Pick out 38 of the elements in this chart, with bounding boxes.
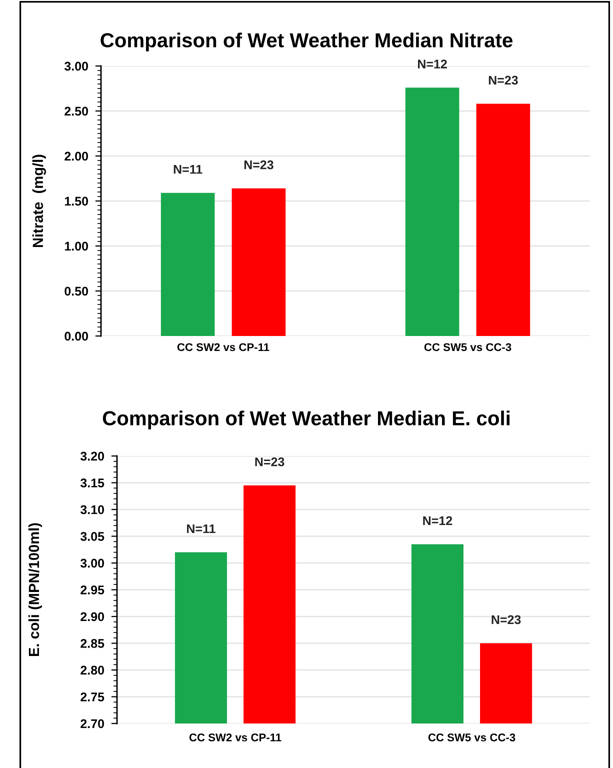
annotation: N=11 xyxy=(187,524,216,534)
bar xyxy=(160,192,215,336)
y-tick-label: 3.10 xyxy=(80,505,104,514)
y-tick-label: 3.00 xyxy=(64,62,88,71)
bar xyxy=(476,104,530,336)
y-tick-label: 3.15 xyxy=(80,478,104,488)
y-axis-title: Nitrate (mg/l) xyxy=(32,154,46,248)
y-tick-label: 2.70 xyxy=(80,719,104,728)
x-tick-label: CC SW5 vs CC-3 xyxy=(428,734,516,742)
annotation: N=23 xyxy=(255,457,284,466)
x-tick-label: CC SW2 vs CP-11 xyxy=(177,343,270,352)
annotation: N=11 xyxy=(174,165,202,174)
y-tick-label: 2.90 xyxy=(80,612,104,622)
y-tick-label: 2.50 xyxy=(64,106,88,116)
chart-title: Comparison of Wet Weather Median Nitrate xyxy=(100,32,512,52)
y-tick-label: 3.00 xyxy=(80,558,104,568)
y-tick-label: 2.00 xyxy=(64,152,88,161)
bar xyxy=(405,88,460,336)
x-tick-label: CC SW2 vs CP-11 xyxy=(189,734,282,742)
y-tick-label: 2.95 xyxy=(80,586,104,594)
annotation: N=12 xyxy=(423,516,452,526)
annotation: N=23 xyxy=(492,615,521,624)
annotation: N=12 xyxy=(418,60,447,68)
y-tick-label: 1.00 xyxy=(64,242,88,251)
y-tick-label: 3.05 xyxy=(80,532,104,541)
bar xyxy=(232,188,286,336)
annotation: N=23 xyxy=(488,76,518,85)
x-tick-label: CC SW5 vs CC-3 xyxy=(424,343,512,352)
chart-title: Comparison of Wet Weather Median E. coli xyxy=(102,410,510,430)
annotation: N=23 xyxy=(244,160,274,170)
y-tick-label: 2.85 xyxy=(80,639,104,648)
y-tick-label: 2.75 xyxy=(80,692,104,702)
y-tick-label: 0.50 xyxy=(64,286,88,296)
y-tick-label: 0.00 xyxy=(64,332,88,341)
y-tick-label: 1.50 xyxy=(64,196,88,206)
y-tick-label: 2.80 xyxy=(80,666,104,675)
y-tick-label: 3.20 xyxy=(80,452,104,461)
y-axis-title: E. coli (MPN/100ml) xyxy=(28,523,42,656)
